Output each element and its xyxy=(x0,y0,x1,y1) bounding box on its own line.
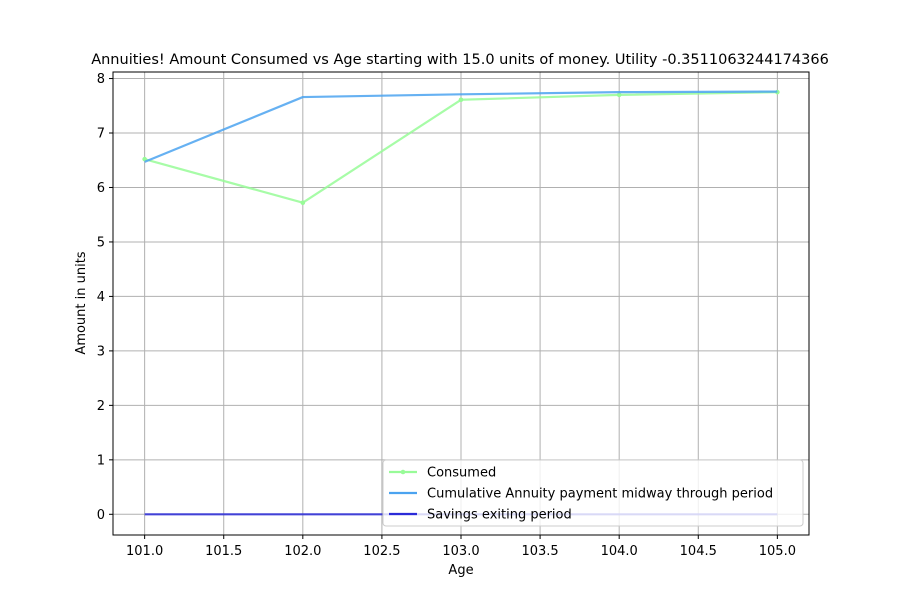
x-tick-label: 103.5 xyxy=(521,544,558,559)
data-point xyxy=(458,97,464,103)
y-tick-label: 2 xyxy=(97,399,105,414)
x-tick-label: 104.0 xyxy=(601,544,638,559)
data-point xyxy=(616,92,622,98)
x-tick-label: 101.0 xyxy=(126,544,163,559)
y-tick-label: 5 xyxy=(97,235,105,250)
x-axis-label: Age xyxy=(448,563,473,578)
grid xyxy=(113,72,809,535)
x-tick-label: 101.5 xyxy=(205,544,242,559)
legend-marker xyxy=(400,469,406,475)
legend-label: Savings exiting period xyxy=(427,508,572,523)
series-line-1 xyxy=(144,90,778,163)
y-tick-label: 3 xyxy=(97,344,105,359)
x-tick-label: 102.0 xyxy=(284,544,321,559)
y-tick-label: 4 xyxy=(97,290,105,305)
y-axis: 0 1 2 3 4 5 6 7 8 xyxy=(97,72,113,523)
x-tick-label: 105.0 xyxy=(759,544,796,559)
legend-box xyxy=(382,459,804,527)
x-tick-label: 104.5 xyxy=(680,544,717,559)
legend: Consumed Cumulative Annuity payment midwa… xyxy=(382,459,804,527)
chart-title: Annuities! Amount Consumed vs Age starti… xyxy=(91,52,829,68)
data-point xyxy=(300,200,306,206)
x-tick-label: 102.5 xyxy=(363,544,400,559)
x-axis: 101.0 101.5 102.0 102.5 103.0 103.5 104.0 104.5… xyxy=(126,535,796,559)
x-tick-label: 103.0 xyxy=(442,544,479,559)
legend-label: Consumed xyxy=(427,466,496,481)
y-tick-label: 6 xyxy=(97,181,105,196)
y-tick-label: 8 xyxy=(97,72,105,87)
y-tick-label: 1 xyxy=(97,453,105,468)
legend-label: Cumulative Annuity payment midway throug… xyxy=(427,487,773,502)
y-tick-label: 0 xyxy=(97,508,105,523)
y-axis-label: Amount in units xyxy=(74,251,89,354)
y-tick-label: 7 xyxy=(97,127,105,142)
